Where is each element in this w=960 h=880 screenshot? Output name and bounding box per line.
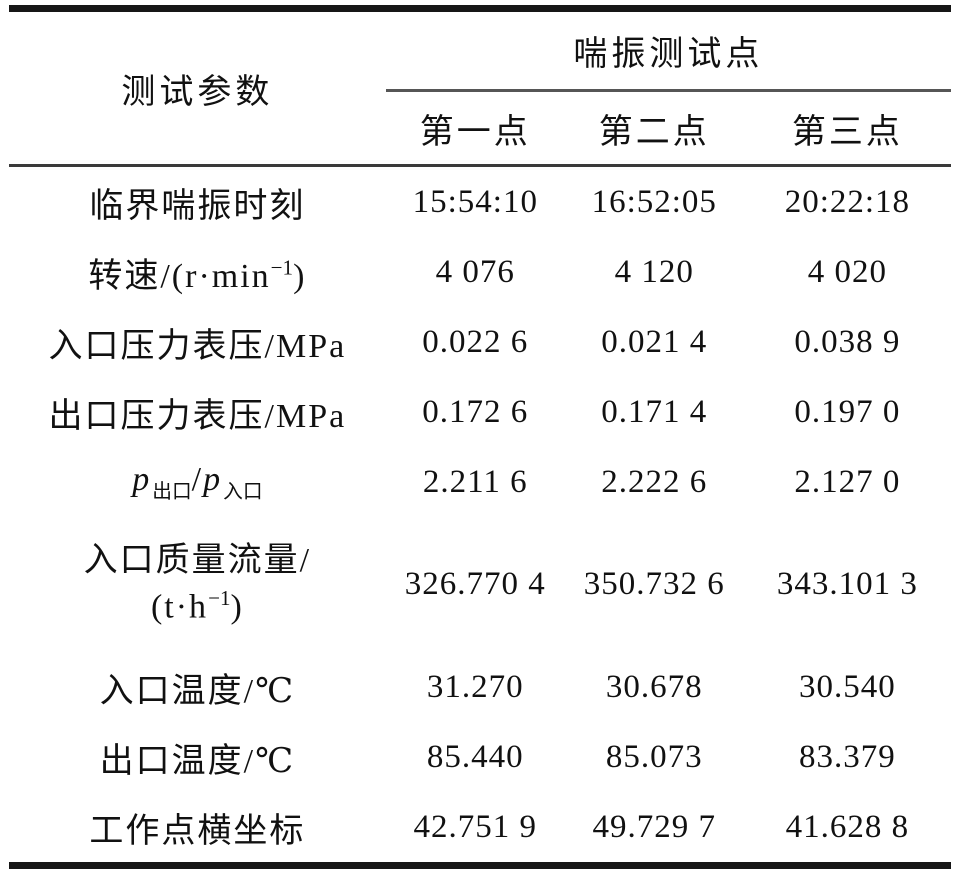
label-text: (t·h [150, 588, 209, 626]
value-cell: 0.172 6 [422, 393, 529, 430]
label-text: 转速/(r·min [88, 257, 271, 295]
value-cell: 326.770 4 [404, 566, 546, 602]
variable-p-outlet: p [132, 460, 152, 498]
table-row-pressure-ratio: p出口/p入口 2.211 6 2.222 6 2.127 0 [9, 447, 951, 517]
value-cell: 2.127 0 [794, 463, 901, 500]
table-row-inlet-temperature: 入口温度/℃ 31.270 30.678 30.540 [9, 652, 951, 722]
value-cell: 31.270 [426, 668, 524, 705]
value-cell: 30.540 [798, 668, 896, 705]
value-cell: 0.038 9 [794, 323, 901, 360]
value-cell: 0.171 4 [601, 393, 708, 430]
subscript-outlet: 出口 [152, 480, 192, 503]
value-cell: 2.222 6 [601, 463, 708, 500]
row-label: 工作点横坐标 [89, 812, 306, 850]
value-cell: 49.729 7 [592, 808, 716, 845]
row-label: p出口/p入口 [9, 447, 386, 517]
row-label: 出口压力表压/MPa [48, 397, 347, 435]
value-cell: 4 076 [435, 253, 515, 290]
value-cell: 83.379 [798, 738, 896, 775]
superscript: −1 [208, 586, 231, 611]
table-row-inlet-mass-flow: 入口质量流量/ (t·h−1) 326.770 4 350.732 6 343.… [9, 517, 951, 652]
value-cell: 2.211 6 [422, 463, 528, 500]
value-cell: 15:54:10 [412, 183, 538, 220]
column-header-point-2: 第二点 [598, 113, 710, 151]
value-cell: 4 020 [807, 253, 887, 290]
surge-test-table: 测试参数 喘振测试点 第一点 第二点 第三点 临界喘振时刻 15:54:10 1… [9, 5, 951, 869]
value-cell: 343.101 3 [776, 566, 918, 602]
label-text: ) [230, 588, 244, 626]
label-line-1: 入口质量流量/ [83, 542, 312, 580]
points-header-row: 第一点 第二点 第三点 [9, 91, 951, 166]
value-cell: 41.628 8 [785, 808, 910, 845]
column-header-test-parameter: 测试参数 [121, 73, 274, 111]
value-cell: 20:22:18 [784, 183, 911, 220]
subscript-inlet: 入口 [223, 480, 263, 503]
value-cell: 42.751 9 [413, 808, 538, 845]
value-cell: 0.022 6 [422, 323, 529, 360]
column-group-header-surge-test-points: 喘振测试点 [385, 8, 951, 92]
table-row-outlet-gauge-pressure: 出口压力表压/MPa 0.172 6 0.171 4 0.197 0 [9, 377, 951, 447]
group-header-row: 测试参数 喘振测试点 [9, 8, 951, 111]
table-row-inlet-gauge-pressure: 入口压力表压/MPa 0.022 6 0.021 4 0.038 9 [9, 307, 951, 377]
table-body: 临界喘振时刻 15:54:10 16:52:05 20:22:18 转速/(r·… [9, 166, 951, 866]
slash: / [191, 460, 204, 498]
value-cell: 350.732 6 [583, 566, 725, 602]
row-label: 入口质量流量/ (t·h−1) [9, 517, 386, 652]
column-header-point-3: 第三点 [791, 113, 903, 151]
row-label: 入口压力表压/MPa [48, 327, 347, 365]
row-label: 出口温度/℃ [99, 742, 296, 780]
label-line-2: (t·h−1) [9, 584, 386, 630]
value-cell: 85.073 [605, 738, 703, 775]
value-cell: 0.197 0 [794, 393, 901, 430]
variable-p-inlet: p [203, 460, 223, 498]
table-row-rotation-speed: 转速/(r·min−1) 4 076 4 120 4 020 [9, 237, 951, 307]
table-row-critical-surge-time: 临界喘振时刻 15:54:10 16:52:05 20:22:18 [9, 166, 951, 238]
value-cell: 0.021 4 [601, 323, 708, 360]
label-text: ) [293, 257, 307, 295]
row-label: 转速/(r·min−1) [9, 237, 386, 307]
superscript: −1 [270, 255, 294, 280]
value-cell: 30.678 [605, 668, 703, 705]
row-label: 入口温度/℃ [99, 672, 296, 710]
table-row-outlet-temperature: 出口温度/℃ 85.440 85.073 83.379 [9, 722, 951, 792]
value-cell: 16:52:05 [591, 183, 717, 220]
table-header: 测试参数 喘振测试点 第一点 第二点 第三点 [9, 8, 951, 166]
table-row-operating-point-abscissa: 工作点横坐标 42.751 9 49.729 7 41.628 8 [9, 792, 951, 866]
value-cell: 85.440 [426, 738, 524, 775]
column-header-point-1: 第一点 [419, 113, 531, 151]
value-cell: 4 120 [614, 253, 694, 290]
row-label: 临界喘振时刻 [89, 187, 306, 225]
